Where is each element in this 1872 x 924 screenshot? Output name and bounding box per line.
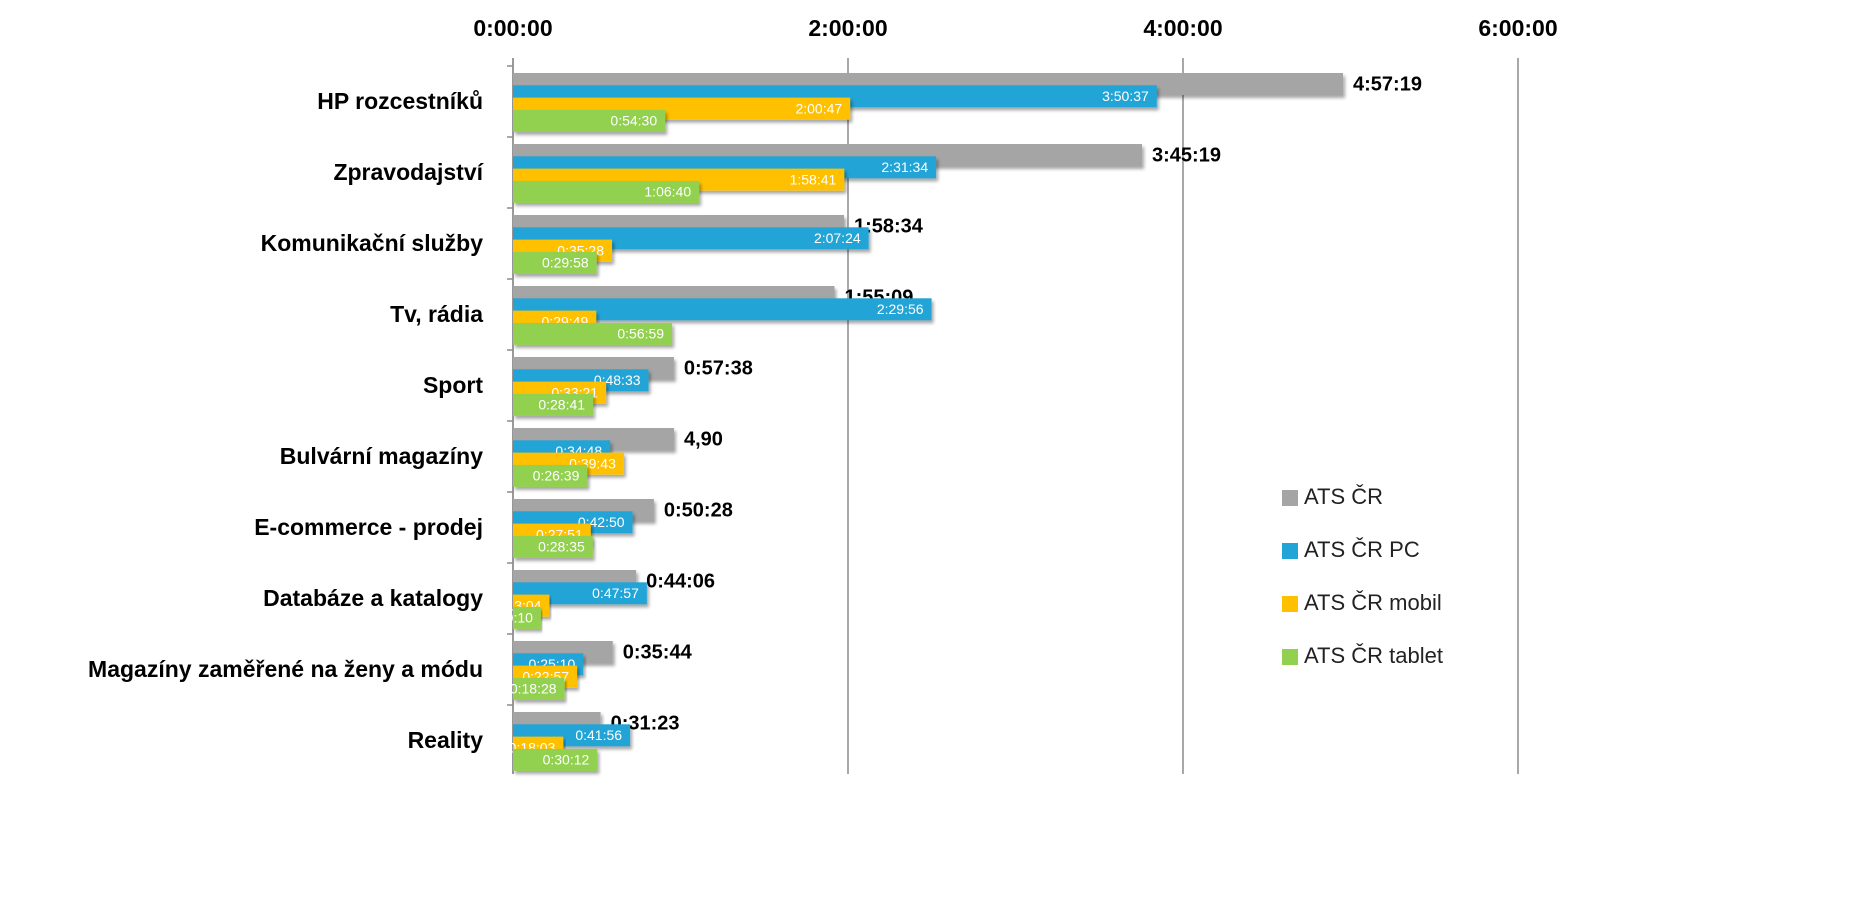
data-label: 0:35:44: [623, 641, 693, 663]
data-label: 1:58:41: [790, 171, 837, 187]
legend-swatch: [1282, 490, 1298, 506]
data-label: 0:28:35: [538, 539, 585, 555]
y-tick-label: Komunikační služby: [261, 230, 484, 256]
data-label: 0:41:56: [575, 727, 622, 743]
data-label: 2:00:47: [795, 100, 842, 116]
y-tick-label: Bulvární magazíny: [280, 443, 483, 469]
legend-label: ATS ČR mobil: [1304, 590, 1442, 615]
data-label: 0:57:38: [684, 357, 753, 379]
bar: [513, 677, 565, 700]
legend-swatch: [1282, 543, 1298, 559]
data-label: 3:45:19: [1152, 144, 1221, 166]
data-label: 4:57:19: [1353, 73, 1422, 95]
legend-label: ATS ČR PC: [1304, 537, 1420, 562]
data-label: 0:30:12: [543, 752, 590, 768]
data-label: 3:50:37: [1102, 88, 1149, 104]
bar: [513, 180, 700, 203]
data-label: 0:54:30: [610, 113, 657, 129]
y-tick-label: Tv, rádia: [390, 301, 483, 327]
legend-swatch: [1282, 596, 1298, 612]
data-label: 0:47:57: [592, 585, 639, 601]
bar: [513, 298, 932, 321]
bar: [513, 393, 594, 416]
y-tick-label: Magazíny zaměřené na ženy a módu: [88, 656, 483, 682]
data-label: 0:56:59: [617, 326, 664, 342]
data-label: 0:28:41: [538, 397, 585, 413]
data-label: 2:29:56: [877, 301, 924, 317]
data-label: 0:18:28: [510, 681, 557, 697]
data-label: 2:07:24: [814, 230, 861, 246]
bar: [513, 322, 673, 345]
data-label: 0:29:58: [542, 255, 589, 271]
x-tick-label: 2:00:00: [808, 15, 887, 41]
data-label: 0:10: [506, 610, 533, 626]
data-label: 4,90: [684, 428, 723, 450]
data-label: 0:44:06: [646, 570, 715, 592]
legend-swatch: [1282, 649, 1298, 665]
bar: [513, 535, 593, 558]
x-tick-label: 0:00:00: [473, 15, 552, 41]
bar: [513, 748, 598, 771]
y-tick-label: Sport: [423, 372, 483, 398]
bar: [513, 109, 666, 132]
x-tick-label: 6:00:00: [1478, 15, 1557, 41]
data-label: 0:50:28: [664, 499, 733, 521]
bar: [513, 606, 541, 629]
data-label: 2:31:34: [881, 159, 928, 175]
y-tick-label: Databáze a katalogy: [263, 585, 483, 611]
legend-label: ATS ČR tablet: [1304, 643, 1443, 668]
bar: [513, 464, 588, 487]
x-tick-label: 4:00:00: [1143, 15, 1222, 41]
y-tick-label: Zpravodajství: [333, 159, 484, 185]
y-tick-label: E-commerce - prodej: [254, 514, 483, 540]
bar: [513, 251, 597, 274]
y-tick-label: HP rozcestníků: [317, 88, 483, 114]
data-label: 1:06:40: [644, 184, 691, 200]
data-label: 0:26:39: [533, 468, 580, 484]
legend-label: ATS ČR: [1304, 484, 1383, 509]
data-label: 1:58:34: [854, 215, 924, 237]
y-tick-label: Reality: [408, 727, 484, 753]
